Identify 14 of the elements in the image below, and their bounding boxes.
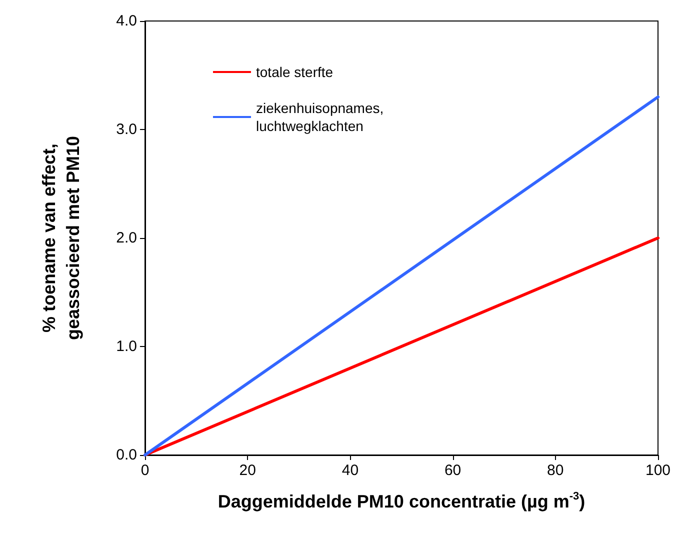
- x-tick-label: 100: [645, 462, 671, 479]
- y-tick-label: 3.0: [116, 121, 137, 138]
- y-tick-label: 1.0: [116, 338, 137, 355]
- y-axis-title: % toename van effect, geassocieerd met PM10: [39, 136, 83, 340]
- legend-label: ziekenhuisopnames, luchtwegklachten: [256, 100, 388, 134]
- legend-label: totale sterfte: [256, 64, 334, 80]
- x-tick-label: 0: [140, 462, 150, 479]
- x-tick-label: 40: [342, 462, 359, 479]
- y-tick-label: 4.0: [116, 12, 137, 30]
- y-tick-label: 2.0: [116, 230, 137, 246]
- x-tick-label: 20: [239, 462, 256, 479]
- x-tick-label: 80: [547, 462, 564, 479]
- x-tick-label: 60: [444, 462, 462, 479]
- y-tick-label: 0.0: [116, 446, 137, 464]
